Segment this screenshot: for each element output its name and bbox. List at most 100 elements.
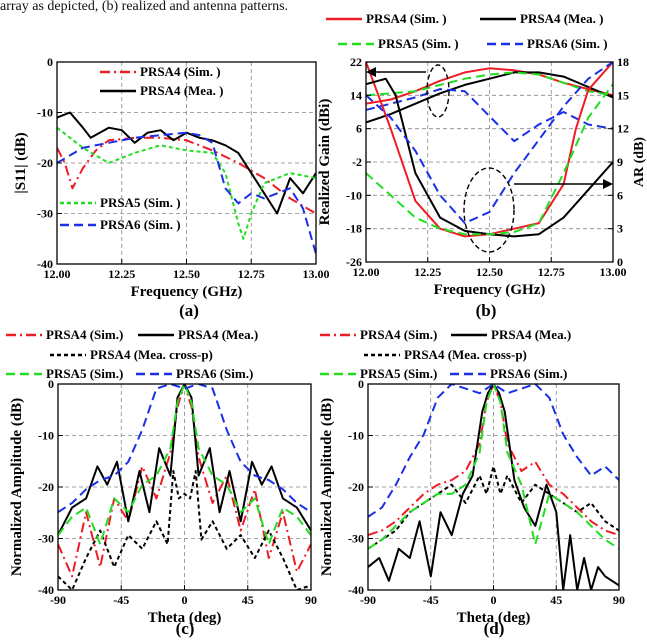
legend-label: PRSA4 (Sim. )	[140, 64, 221, 79]
y-axis-label: Normalized Amplitude (dB)	[9, 398, 25, 576]
panel-b: 12.00 12.25 12.50 12.75 13.00 22 14 6 -2 -10 -18 -2…	[317, 11, 647, 320]
series-prsa4-mea-	[368, 384, 619, 590]
x-tick-label: 12.75	[238, 267, 265, 281]
y-tick-label: -10	[38, 429, 54, 443]
series-prsa4-mea--gain	[366, 71, 613, 124]
y-tick-label: -20	[37, 156, 53, 170]
y-tick-label: -2	[352, 155, 362, 169]
x-tick-label: 0	[182, 593, 188, 607]
legend-label: PRSA5 (Sim.)	[46, 366, 123, 381]
legend-label: PRSA6 (Sim.)	[176, 366, 253, 381]
x-tick-label: 0	[491, 593, 497, 607]
annotation-ellipse-gain	[426, 64, 450, 118]
x-tick-label: -90	[360, 593, 376, 607]
legend-label: PRSA4 (Sim. )	[366, 11, 447, 26]
legend-label: PRSA6 (Sim. )	[527, 36, 608, 51]
x-tick-label: -45	[113, 593, 129, 607]
legend-label: PRSA5 (Sim. )	[100, 195, 181, 210]
legend-label: PRSA6 (Sim.)	[490, 366, 567, 381]
y-axis-label: Realized Gain (dBi)	[317, 99, 333, 226]
caption-fragment: array as depicted, (b) realized and ante…	[0, 0, 289, 14]
legend-label: PRSA4 (Mea. )	[520, 11, 603, 26]
x-tick-label: -45	[423, 593, 439, 607]
legend-label: PRSA4 (Mea.)	[491, 327, 571, 342]
series-group	[57, 111, 316, 255]
y-tick-label: -40	[37, 257, 53, 271]
panel-label: (c)	[176, 619, 195, 638]
series-prsa6-sim--ar	[366, 62, 613, 225]
y2-tick-label: 15	[617, 88, 629, 102]
y-tick-label: -26	[346, 255, 362, 269]
annotation-arrowhead-right	[603, 179, 613, 189]
y-tick-label: -10	[348, 429, 364, 443]
x-tick-label: 12.25	[108, 267, 135, 281]
series-prsa4-mea-cross-p-	[58, 470, 311, 590]
series-group	[366, 62, 613, 238]
y-tick-label: -10	[37, 106, 53, 120]
legend-label: PRSA4 (Sim.)	[360, 327, 437, 342]
y-tick-label: 22	[350, 55, 362, 69]
x-tick-label: 12.50	[476, 265, 503, 279]
series-prsa4-mea-	[58, 384, 311, 536]
y-tick-label: -40	[348, 583, 364, 597]
y-tick-label: 0	[48, 377, 54, 391]
y-tick-label: -10	[346, 188, 362, 202]
x-tick-label: 12.75	[538, 265, 565, 279]
panel-c: -90 -45 0 45 90 0 -10 -20 -30 -40 Theta (deg) Norma…	[6, 327, 317, 638]
panel-a: 12.00 12.25 12.50 12.75 13.00 0 -10 -20 -30 -40 Fr…	[13, 55, 330, 320]
series-group	[368, 384, 619, 590]
series-prsa6-sim-	[368, 384, 619, 518]
panel-label: (a)	[179, 301, 199, 320]
y-axis-label: Normalized Amplitude (dB)	[319, 398, 335, 576]
x-tick-label: 45	[242, 593, 254, 607]
panel-label: (d)	[484, 619, 505, 638]
legend-label: PRSA5 (Sim. )	[378, 36, 459, 51]
legend-label: PRSA5 (Sim.)	[360, 366, 437, 381]
y-tick-label: 0	[358, 377, 364, 391]
series-prsa6-sim-	[58, 384, 311, 514]
y2-tick-label: 9	[617, 155, 623, 169]
y-tick-label: 0	[47, 55, 53, 69]
y-axis-label: |S11| (dB)	[13, 132, 29, 193]
x-tick-label: 12.00	[353, 265, 380, 279]
annotation-arrowhead-left	[366, 67, 376, 77]
y2-axis-label: AR (dB)	[632, 137, 647, 188]
y2-tick-label: 12	[617, 122, 629, 136]
legend-label: PRSA4 (Mea.)	[178, 327, 258, 342]
x-tick-label: 13.00	[303, 267, 330, 281]
panel-d: -90 -45 0 45 90 0 -10 -20 -30 -40 Theta (deg) Norma…	[319, 327, 625, 638]
series-prsa4-mea--ar	[366, 77, 613, 238]
x-tick-label: 12.50	[173, 267, 200, 281]
series-prsa6-sim--gain	[366, 88, 613, 143]
x-axis-label: Frequency (GHz)	[131, 284, 243, 300]
x-tick-label: 12.25	[414, 265, 441, 279]
series-group	[58, 384, 311, 590]
legend-label: PRSA4 (Sim.)	[46, 327, 123, 342]
legend-label: PRSA4 (Mea. )	[140, 83, 223, 98]
x-axis-label: Theta (deg)	[457, 610, 531, 626]
panel-label: (b)	[476, 301, 497, 320]
y2-tick-label: 18	[617, 55, 629, 69]
x-tick-label: 13.00	[600, 265, 627, 279]
y-tick-label: 6	[356, 122, 362, 136]
x-tick-label: 12.00	[44, 267, 71, 281]
annotation-ellipse-ar	[463, 167, 515, 253]
x-axis-label: Frequency (GHz)	[434, 282, 546, 298]
legend-label: PRSA4 (Mea. cross-p)	[90, 347, 213, 362]
series-prsa4-sim-	[57, 136, 316, 215]
y2-tick-label: 0	[617, 255, 623, 269]
y-tick-label: -20	[38, 480, 54, 494]
x-axis-label: Theta (deg)	[148, 610, 222, 626]
x-tick-label: 45	[550, 593, 562, 607]
series-prsa5-sim-	[368, 384, 619, 550]
y-tick-label: -18	[346, 222, 362, 236]
y-tick-label: 14	[350, 88, 362, 102]
y2-tick-label: 6	[617, 188, 623, 202]
y-tick-label: -20	[348, 480, 364, 494]
legend-label: PRSA4 (Mea. cross-p)	[404, 347, 527, 362]
series-prsa4-sim--gain	[366, 67, 613, 105]
y2-tick-label: 3	[617, 222, 623, 236]
x-tick-label: -90	[50, 593, 66, 607]
y-tick-label: -40	[38, 583, 54, 597]
